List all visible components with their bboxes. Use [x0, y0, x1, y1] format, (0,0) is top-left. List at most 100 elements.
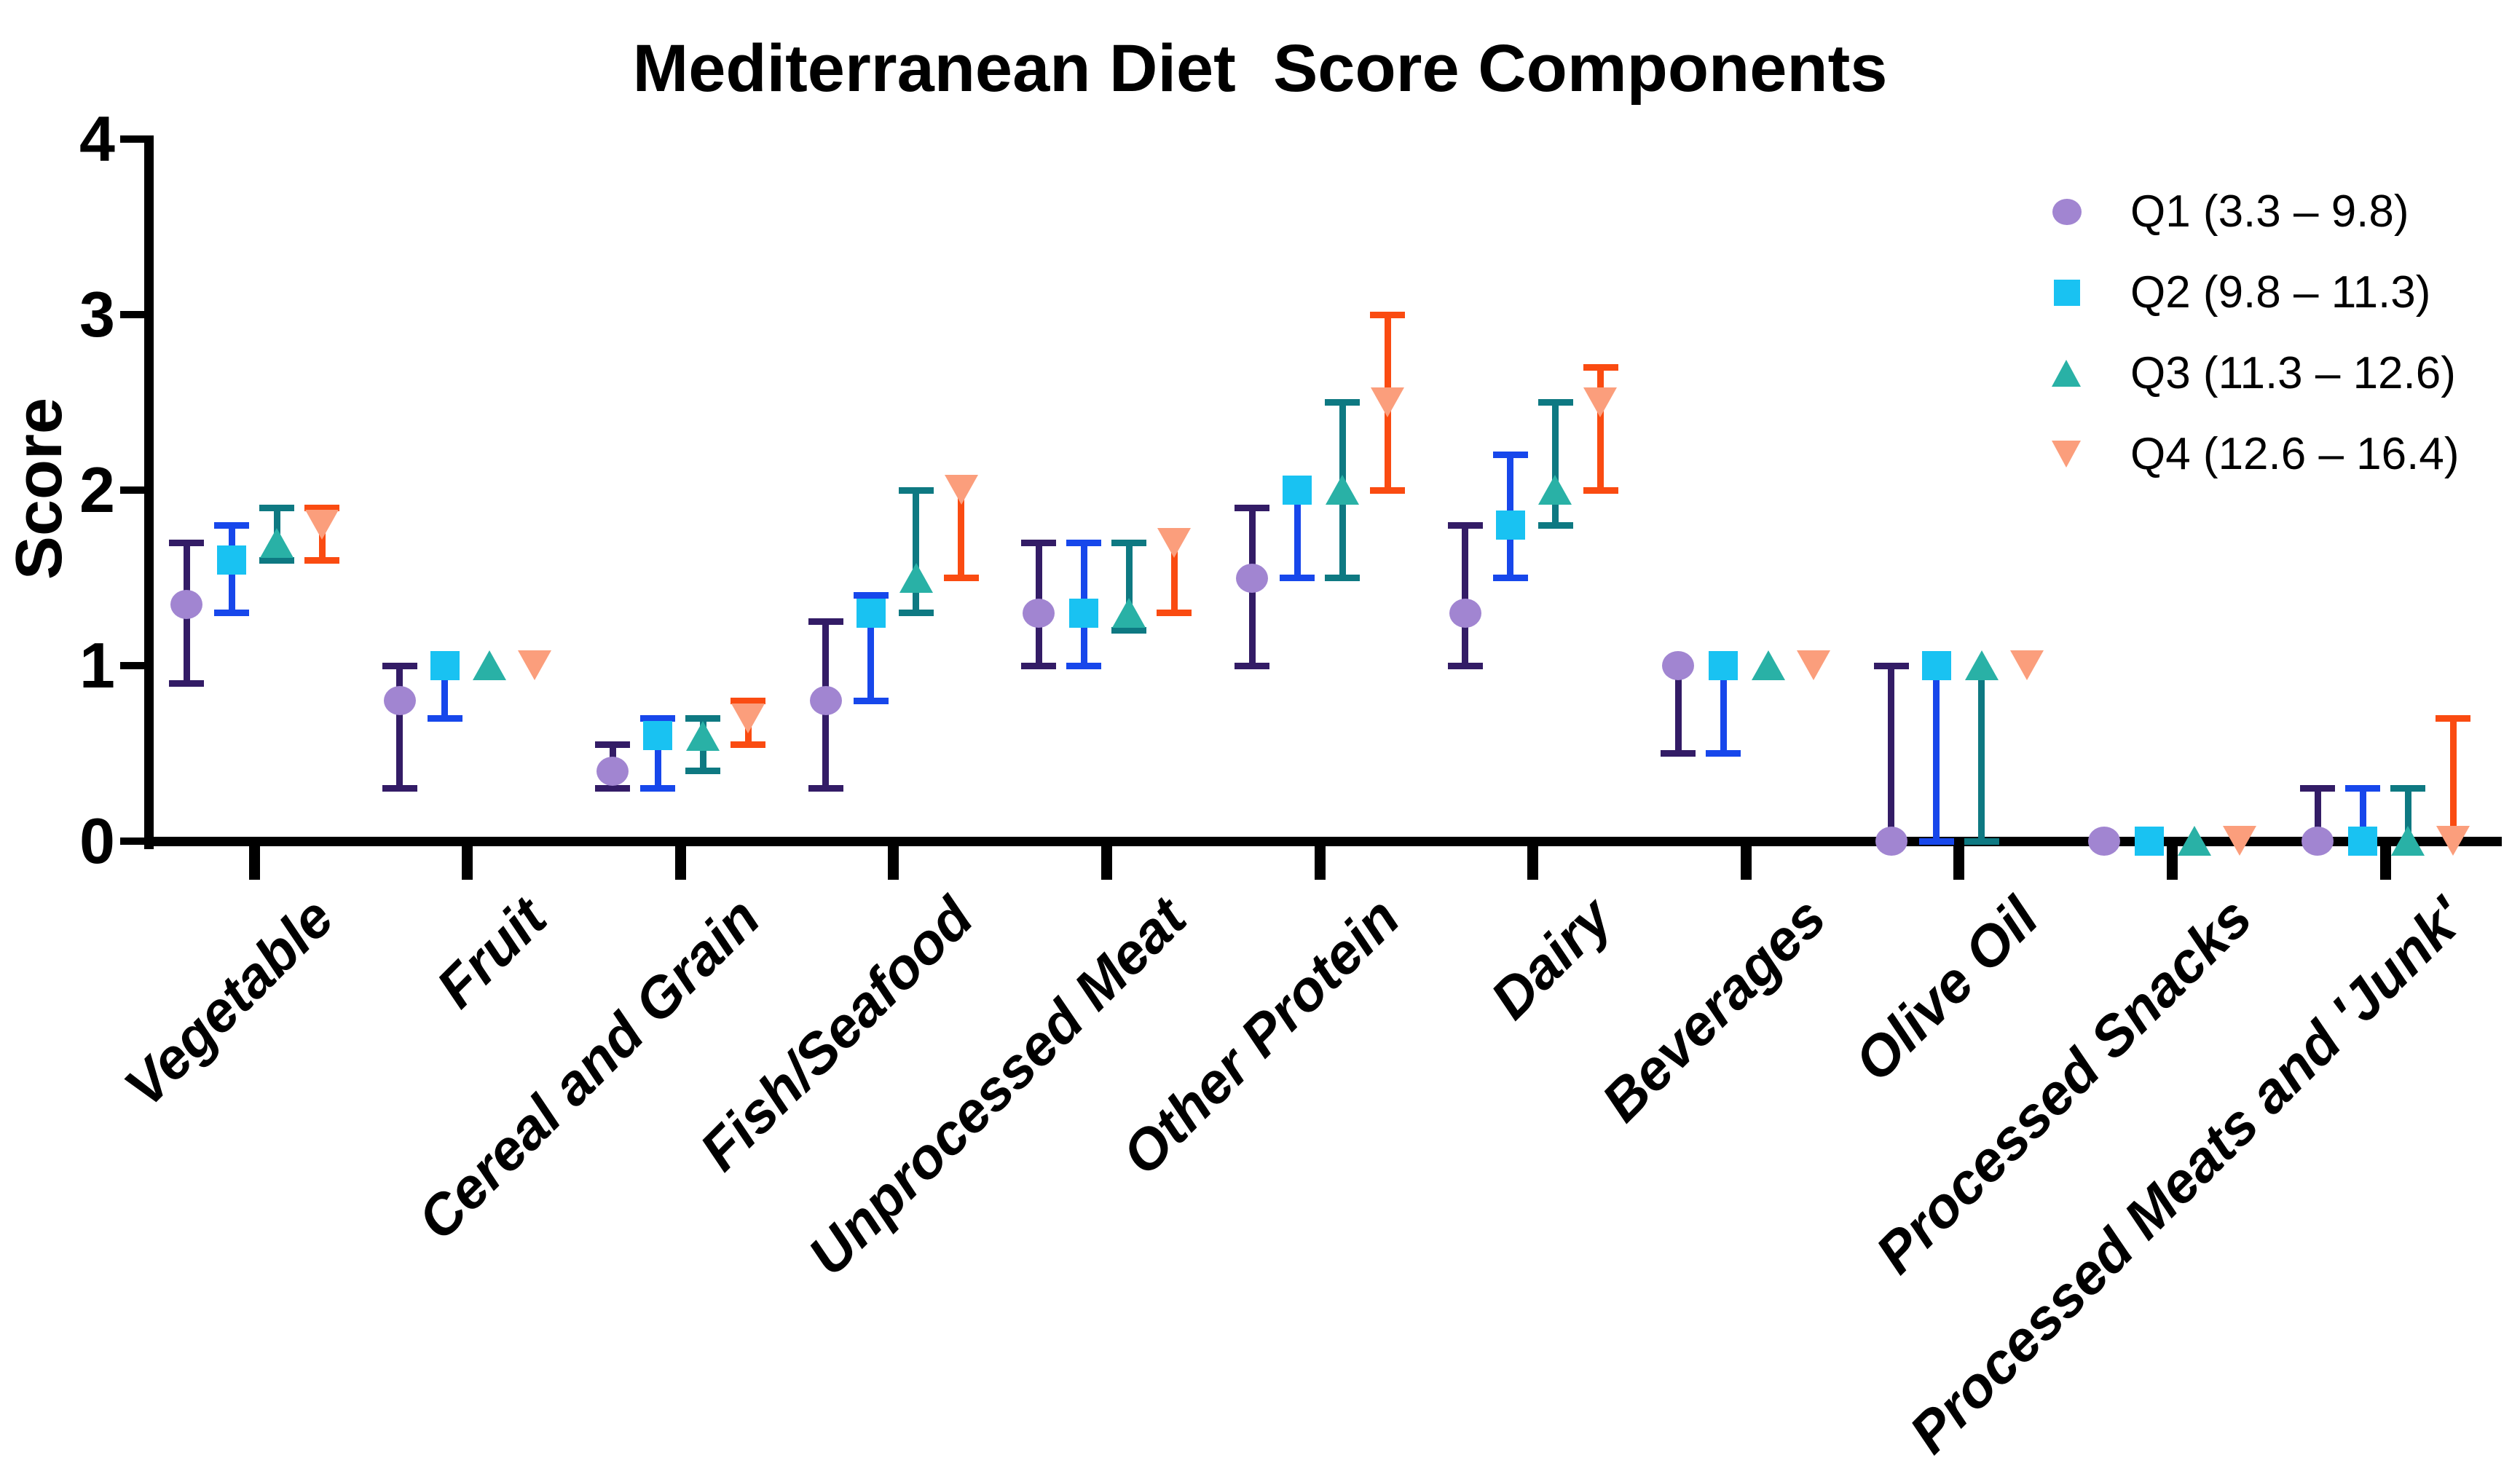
- error-bar-cap: [304, 504, 339, 511]
- data-point-marker: [170, 589, 202, 619]
- error-bar-cap: [1492, 575, 1528, 581]
- data-point-marker: [686, 720, 720, 751]
- data-point-marker: [1752, 650, 1785, 681]
- y-axis-tick: [120, 486, 145, 494]
- x-axis-tick: [2166, 846, 2178, 880]
- data-point-marker: [383, 686, 416, 716]
- data-point-marker: [1538, 475, 1572, 505]
- data-point-marker: [473, 650, 507, 681]
- y-axis-line: [144, 135, 154, 849]
- data-point-marker: [1449, 598, 1481, 628]
- error-bar-cap: [898, 486, 934, 494]
- data-point-marker: [2054, 280, 2080, 306]
- data-point-marker: [2348, 827, 2377, 856]
- error-bar-cap: [1066, 539, 1102, 546]
- error-bar-cap: [685, 714, 721, 722]
- y-axis-tick: [120, 662, 145, 669]
- error-bar: [1294, 490, 1301, 578]
- error-bar-cap: [2390, 785, 2425, 792]
- y-tick-label: 3: [79, 278, 115, 350]
- x-axis-tick: [1100, 846, 1112, 880]
- error-bar-cap: [1370, 311, 1405, 318]
- error-bar-cap: [1066, 662, 1102, 669]
- error-bar-cap: [169, 679, 204, 687]
- error-bar-cap: [214, 610, 249, 617]
- error-bar-cap: [214, 521, 249, 529]
- data-point-marker: [2052, 441, 2082, 468]
- error-bar-cap: [1021, 539, 1057, 546]
- error-bar-cap: [382, 662, 417, 669]
- x-tick-label: Fruit: [424, 885, 559, 1020]
- error-bar: [2314, 788, 2321, 841]
- error-bar-cap: [259, 556, 294, 564]
- error-bar-cap: [943, 575, 979, 581]
- error-bar-cap: [1706, 750, 1741, 757]
- error-bar: [1720, 666, 1727, 754]
- error-bar-cap: [304, 556, 339, 564]
- error-bar-cap: [382, 785, 417, 792]
- data-point-marker: [1370, 387, 1404, 417]
- data-point-marker: [944, 475, 978, 505]
- error-bar-cap: [1583, 363, 1618, 371]
- data-point-marker: [2178, 826, 2212, 856]
- error-bar: [958, 490, 965, 578]
- data-point-marker: [809, 686, 842, 716]
- error-bar-cap: [1492, 452, 1528, 459]
- error-bar: [1978, 666, 1985, 841]
- data-point-marker: [1325, 475, 1359, 505]
- legend-label: Q4 (12.6 – 16.4): [2130, 429, 2460, 479]
- error-bar-cap: [1661, 750, 1696, 757]
- x-axis-tick: [1953, 846, 1965, 880]
- x-tick-label: Beverages: [1588, 885, 1838, 1134]
- data-point-marker: [1157, 527, 1192, 558]
- chart-title: Mediterranean Diet Score Components: [632, 31, 1888, 106]
- error-bar: [1888, 666, 1895, 841]
- error-bar-cap: [1235, 662, 1269, 669]
- error-bar: [1462, 525, 1469, 666]
- x-tick-label: Dairy: [1478, 885, 1625, 1031]
- data-point-marker: [1069, 598, 1099, 628]
- error-bar-cap: [1583, 486, 1618, 494]
- y-tick-label: 0: [79, 805, 115, 877]
- error-bar-cap: [1235, 504, 1269, 511]
- error-bar-cap: [853, 592, 889, 599]
- data-point-marker: [643, 721, 673, 751]
- data-point-marker: [2390, 826, 2425, 856]
- data-point-marker: [2052, 199, 2082, 225]
- error-bar-cap: [731, 741, 766, 748]
- error-bar: [1597, 367, 1604, 490]
- legend-label: Q2 (9.8 – 11.3): [2130, 267, 2431, 318]
- y-axis-tick: [120, 311, 145, 318]
- error-bar-cap: [731, 697, 766, 704]
- error-bar: [2359, 788, 2366, 841]
- x-tick-label: Processed Snacks: [1863, 885, 2264, 1286]
- error-bar-cap: [595, 741, 631, 748]
- error-bar: [654, 718, 661, 789]
- error-bar-cap: [1964, 838, 1999, 845]
- error-bar: [441, 666, 449, 719]
- data-point-marker: [2052, 360, 2082, 387]
- error-bar-cap: [169, 539, 204, 546]
- error-bar: [1125, 543, 1133, 631]
- error-bar: [1170, 543, 1178, 613]
- data-point-marker: [1964, 650, 1999, 681]
- error-bar-cap: [640, 785, 676, 792]
- x-axis-tick: [1527, 846, 1539, 880]
- data-point-marker: [1112, 597, 1146, 628]
- error-bar: [396, 666, 403, 789]
- x-axis-tick: [248, 846, 260, 880]
- data-point-marker: [1495, 511, 1525, 540]
- figure-canvas: Mediterranean Diet Score Components Scor…: [3, 31, 2502, 1465]
- error-bar-cap: [898, 610, 934, 617]
- error-bar-cap: [595, 785, 631, 792]
- data-point-marker: [430, 651, 460, 680]
- error-bar-cap: [1447, 662, 1483, 669]
- data-point-marker: [2088, 827, 2121, 856]
- legend-label: Q3 (11.3 – 12.6): [2130, 348, 2456, 398]
- error-bar-cap: [1447, 521, 1483, 529]
- data-point-marker: [1709, 651, 1739, 680]
- error-bar-cap: [1157, 610, 1192, 617]
- error-bar-cap: [853, 697, 889, 704]
- error-bar-cap: [685, 768, 721, 775]
- data-point-marker: [899, 562, 933, 593]
